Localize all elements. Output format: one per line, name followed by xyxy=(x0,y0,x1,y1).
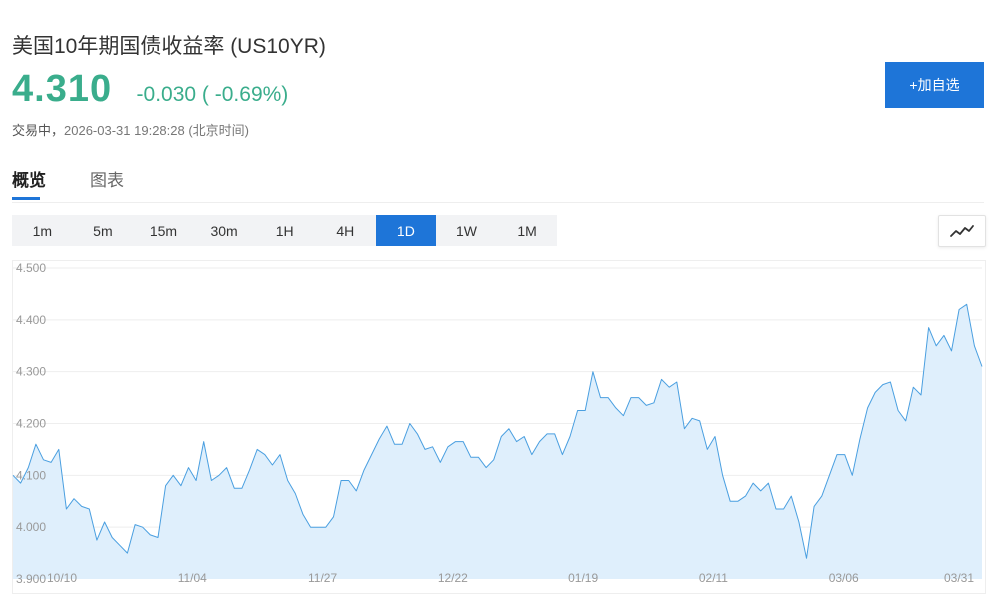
x-tick-label: 02/11 xyxy=(699,571,728,585)
y-tick-label: 3.900 xyxy=(16,572,46,586)
x-tick-label: 12/22 xyxy=(438,571,468,585)
page-title: 美国10年期国债收益率 (US10YR) xyxy=(12,35,326,58)
y-tick-label: 4.100 xyxy=(16,468,46,482)
tab-divider xyxy=(12,202,984,203)
current-price: 4.310 xyxy=(12,68,113,110)
line-chart-icon xyxy=(950,225,974,237)
tab-chart[interactable]: 图表 xyxy=(90,171,124,190)
x-tick-label: 11/27 xyxy=(308,571,337,585)
chart-area-fill xyxy=(13,304,982,579)
range-30m-button[interactable]: 30m xyxy=(210,222,238,239)
y-tick-label: 4.500 xyxy=(16,261,46,275)
x-tick-label: 11/04 xyxy=(178,571,207,585)
add-watchlist-button[interactable]: +加自选 xyxy=(885,62,984,108)
chart-series-line xyxy=(12,303,983,559)
quote-row: 4.310 -0.030 ( -0.69%) xyxy=(12,68,288,116)
range-4h-button[interactable]: 4H xyxy=(336,222,355,239)
status-timestamp: 2026-03-31 19:28:28 (北京时间) xyxy=(64,123,249,138)
y-tick-label: 4.000 xyxy=(16,520,46,534)
x-tick-label: 10/10 xyxy=(47,571,77,585)
range-15m-button[interactable]: 15m xyxy=(149,222,178,239)
chart-type-button[interactable] xyxy=(938,215,986,247)
price-change: -0.030 ( -0.69%) xyxy=(136,83,289,106)
y-tick-label: 4.400 xyxy=(16,313,46,327)
y-tick-label: 4.200 xyxy=(16,417,46,431)
range-1h-button[interactable]: 1H xyxy=(275,222,294,239)
tab-overview[interactable]: 概览 xyxy=(12,166,46,200)
x-tick-label: 03/31 xyxy=(944,571,974,585)
status-label: 交易中， xyxy=(12,123,65,138)
x-tick-label: 03/06 xyxy=(829,571,859,585)
range-1mo-button[interactable]: 1M xyxy=(517,222,537,239)
time-range-selector: 1m 5m 15m 30m 1H 4H 1D 1W 1M xyxy=(12,215,558,246)
x-tick-label: 01/19 xyxy=(568,571,598,585)
range-1w-button[interactable]: 1W xyxy=(455,222,477,239)
chart-frame xyxy=(12,260,986,594)
range-5m-button[interactable]: 5m xyxy=(93,222,113,239)
range-1m-button[interactable]: 1m xyxy=(32,222,53,239)
trading-status: 交易中，2026-03-31 19:28:28 (北京时间) xyxy=(12,120,249,139)
price-chart-svg: 3.900 4.000 4.100 4.200 4.300 4.400 4.500 10/1… xyxy=(12,260,986,594)
range-1d-button[interactable]: 1D xyxy=(375,215,437,246)
price-chart: 3.900 4.000 4.100 4.200 4.300 4.400 4.500 10/1… xyxy=(12,260,986,594)
y-tick-label: 4.300 xyxy=(16,365,46,379)
